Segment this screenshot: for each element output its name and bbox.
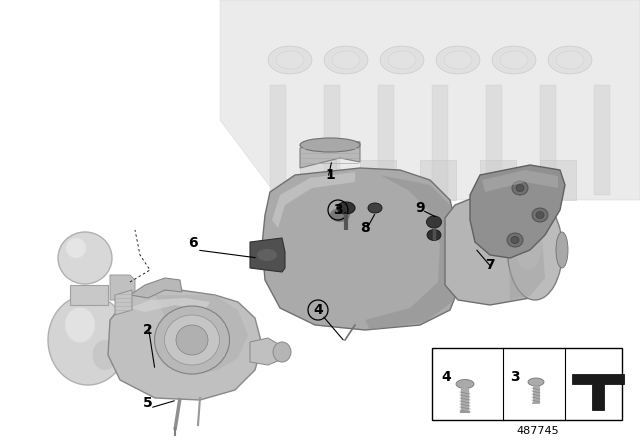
Text: 487745: 487745 <box>516 426 559 436</box>
Bar <box>360 160 396 200</box>
Ellipse shape <box>257 249 277 261</box>
Ellipse shape <box>556 232 568 268</box>
Ellipse shape <box>516 185 524 191</box>
Bar <box>480 160 516 200</box>
Ellipse shape <box>332 51 360 69</box>
Ellipse shape <box>176 325 208 355</box>
Polygon shape <box>262 168 462 330</box>
Ellipse shape <box>66 238 86 258</box>
Ellipse shape <box>58 232 112 284</box>
Polygon shape <box>250 338 280 365</box>
Ellipse shape <box>164 315 220 365</box>
Ellipse shape <box>536 211 544 219</box>
Text: 8: 8 <box>360 221 370 235</box>
Ellipse shape <box>388 51 416 69</box>
Polygon shape <box>482 170 558 192</box>
Ellipse shape <box>548 46 592 74</box>
Polygon shape <box>445 195 545 305</box>
Ellipse shape <box>456 379 474 388</box>
Polygon shape <box>70 285 108 305</box>
Ellipse shape <box>532 208 548 222</box>
Polygon shape <box>272 172 355 228</box>
Ellipse shape <box>427 229 441 241</box>
Bar <box>300 160 336 200</box>
Ellipse shape <box>93 340 118 370</box>
Polygon shape <box>250 238 285 272</box>
Ellipse shape <box>48 295 128 385</box>
Ellipse shape <box>514 215 542 270</box>
Polygon shape <box>130 298 210 312</box>
Ellipse shape <box>273 342 291 362</box>
Ellipse shape <box>528 378 544 386</box>
Polygon shape <box>500 195 545 300</box>
Ellipse shape <box>300 138 360 152</box>
Ellipse shape <box>330 208 350 222</box>
Ellipse shape <box>368 203 382 213</box>
Ellipse shape <box>508 200 563 300</box>
Text: 1: 1 <box>325 168 335 182</box>
Bar <box>540 160 576 200</box>
Polygon shape <box>378 85 394 195</box>
Polygon shape <box>220 0 640 200</box>
Text: 4: 4 <box>313 303 323 317</box>
Ellipse shape <box>337 202 355 214</box>
Ellipse shape <box>556 51 584 69</box>
Polygon shape <box>110 275 135 300</box>
Ellipse shape <box>500 51 528 69</box>
Text: 5: 5 <box>143 396 153 410</box>
Text: 7: 7 <box>485 258 495 272</box>
Ellipse shape <box>324 46 368 74</box>
Ellipse shape <box>436 46 480 74</box>
Text: 3: 3 <box>510 370 520 384</box>
Ellipse shape <box>268 46 312 74</box>
Polygon shape <box>108 290 262 400</box>
Ellipse shape <box>65 307 95 343</box>
Polygon shape <box>470 165 565 258</box>
Text: 4: 4 <box>441 370 451 384</box>
Bar <box>432 348 622 420</box>
Polygon shape <box>572 374 624 410</box>
Polygon shape <box>594 85 610 195</box>
Polygon shape <box>365 175 462 330</box>
Polygon shape <box>486 85 502 195</box>
Text: 6: 6 <box>188 236 198 250</box>
Ellipse shape <box>276 51 304 69</box>
Ellipse shape <box>511 237 519 244</box>
Polygon shape <box>270 85 286 195</box>
Ellipse shape <box>380 46 424 74</box>
Ellipse shape <box>154 306 230 374</box>
Polygon shape <box>130 278 182 298</box>
Text: 2: 2 <box>143 323 153 337</box>
Ellipse shape <box>444 51 472 69</box>
Polygon shape <box>115 290 132 315</box>
Polygon shape <box>540 85 556 195</box>
Ellipse shape <box>512 181 528 195</box>
Bar <box>420 160 456 200</box>
Ellipse shape <box>426 216 442 228</box>
Text: 9: 9 <box>415 201 425 215</box>
Ellipse shape <box>507 233 523 247</box>
Polygon shape <box>300 140 360 168</box>
Text: 3: 3 <box>333 203 343 217</box>
Polygon shape <box>155 295 248 375</box>
Polygon shape <box>324 85 340 195</box>
Polygon shape <box>432 85 448 195</box>
Ellipse shape <box>492 46 536 74</box>
